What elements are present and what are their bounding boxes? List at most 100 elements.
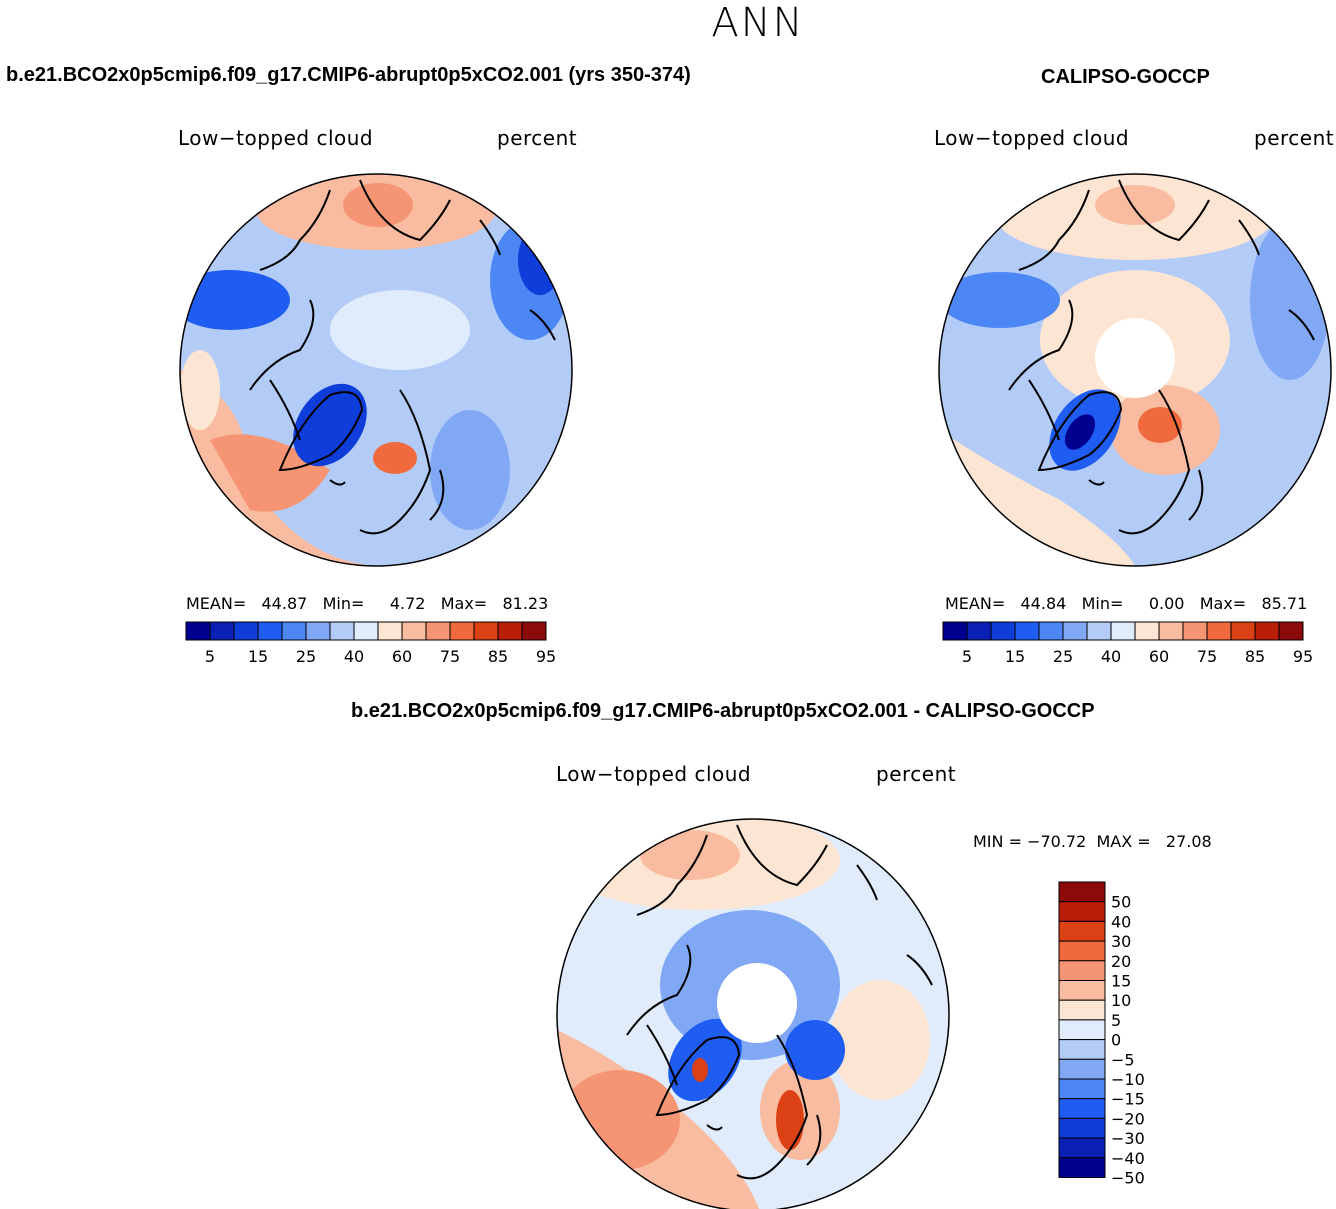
model-mean-value: 44.87 (261, 594, 308, 613)
diff-colorbar-tick: 30 (1111, 932, 1131, 951)
model-colorbar-tick: 60 (392, 647, 412, 666)
model-units-label: percent (497, 126, 578, 150)
obs-colorbar-box (1062, 621, 1088, 641)
model-colorbar-box (329, 621, 355, 641)
obs-colorbar-box (1182, 621, 1208, 641)
obs-colorbar-tick: 75 (1197, 647, 1217, 666)
obs-colorbar-box (1014, 621, 1040, 641)
obs-colorbar-box (1134, 621, 1160, 641)
model-colorbar-box (209, 621, 235, 641)
obs-colorbar-box (990, 621, 1016, 641)
diff-colorbar-box (1058, 881, 1106, 903)
obs-max-label: Max= (1199, 594, 1247, 613)
diff-colorbar-tick: −5 (1111, 1050, 1135, 1069)
obs-mean-label: MEAN= (945, 594, 1006, 613)
obs-colorbar-box (1086, 621, 1112, 641)
model-colorbar-tick: 15 (248, 647, 268, 666)
obs-max-value: 85.71 (1261, 594, 1308, 613)
obs-units-label: percent (1254, 126, 1335, 150)
obs-colorbar-box (942, 621, 968, 641)
model-colorbar-box (449, 621, 475, 641)
diff-colorbar-box (1058, 980, 1106, 1001)
obs-colorbar-tick: 5 (962, 647, 972, 666)
diff-colorbar-tick: −40 (1111, 1149, 1145, 1168)
model-colorbar-tick: 75 (440, 647, 460, 666)
obs-colorbar-tick: 95 (1293, 647, 1313, 666)
diff-polar-map (557, 819, 949, 1209)
diff-colorbar-box (1058, 1019, 1106, 1041)
obs-panel-title: CALIPSO-GOCCP (1041, 66, 1210, 88)
model-colorbar-box (497, 621, 523, 641)
obs-polar-map (939, 174, 1331, 566)
diff-colorbar-tick: −50 (1111, 1169, 1145, 1188)
model-colorbar-box (281, 621, 307, 641)
diff-units-label: percent (876, 762, 957, 786)
model-colorbar-box (425, 621, 451, 641)
model-colorbar-box (521, 621, 547, 641)
model-stats: MEAN= 44.87 Min= 4.72 Max= 81.23 (186, 594, 548, 613)
obs-colorbar-tick: 15 (1005, 647, 1025, 666)
model-colorbar-tick: 25 (296, 647, 316, 666)
diff-colorbar-box (1058, 1078, 1106, 1100)
diff-colorbar-tick: −20 (1111, 1109, 1145, 1128)
model-colorbar-box (305, 621, 331, 641)
obs-colorbar-tick: 25 (1053, 647, 1073, 666)
model-min-value: 4.72 (389, 594, 426, 613)
model-colorbar-tick: 5 (205, 647, 215, 666)
obs-colorbar-box (1110, 621, 1136, 641)
diff-panel-title: b.e21.BCO2x0p5cmip6.f09_g17.CMIP6-abrupt… (351, 700, 1095, 722)
model-colorbar-box (185, 621, 211, 641)
diff-colorbar-box (1058, 1137, 1106, 1159)
model-colorbar-tick: 85 (488, 647, 508, 666)
obs-coastlines (1008, 179, 1315, 535)
diff-colorbar-box (1058, 1117, 1106, 1139)
obs-colorbar-tick: 40 (1101, 647, 1121, 666)
diff-colorbar-tick: 10 (1111, 991, 1131, 1010)
diff-colorbar-box (1058, 920, 1106, 942)
model-colorbar-box (473, 621, 499, 641)
season-title: ANN (711, 0, 805, 46)
diff-colorbar-tick: 40 (1111, 912, 1131, 931)
model-mean-label: MEAN= (186, 594, 247, 613)
obs-variable-label: Low−topped cloud (934, 126, 1130, 150)
colorbars: 5 15 25 40 60 75 85 95 5 15 25 40 60 75 85 955040302015… (185, 621, 1313, 1188)
obs-map-border (938, 173, 1332, 567)
obs-min-value: 0.00 (1148, 594, 1185, 613)
diff-colorbar-box (1058, 940, 1106, 962)
obs-colorbar-tick: 60 (1149, 647, 1169, 666)
diff-colorbar-tick: 15 (1111, 972, 1131, 991)
diff-colorbar-box (1058, 901, 1106, 922)
obs-min-label: Min= (1081, 594, 1124, 613)
obs-stats: MEAN= 44.84 Min= 0.00 Max= 85.71 (945, 594, 1307, 613)
model-max-value: 81.23 (502, 594, 549, 613)
obs-colorbar-box (966, 621, 992, 641)
obs-colorbar-box (1230, 621, 1256, 641)
obs-colorbar-box (1278, 621, 1304, 641)
model-colorbar-box (401, 621, 427, 641)
model-colorbar-tick: 40 (344, 647, 364, 666)
model-max-label: Max= (440, 594, 488, 613)
model-panel-title: b.e21.BCO2x0p5cmip6.f09_g17.CMIP6-abrupt… (6, 64, 691, 86)
obs-colorbar-box (1038, 621, 1064, 641)
diff-colorbar-box (1058, 1157, 1106, 1179)
model-colorbar-tick: 95 (536, 647, 556, 666)
diff-map-border (556, 818, 950, 1209)
obs-colorbar-tick: 85 (1245, 647, 1265, 666)
diff-colorbar-tick: −15 (1111, 1090, 1145, 1109)
obs-colorbar-box (1254, 621, 1280, 641)
diff-colorbar-box (1058, 1098, 1106, 1119)
model-colorbar-box (377, 621, 403, 641)
obs-mean-value: 44.84 (1020, 594, 1067, 613)
diff-colorbar-box (1058, 999, 1106, 1021)
diff-colorbar-tick: 20 (1111, 952, 1131, 971)
diff-colorbar-tick: 0 (1111, 1031, 1121, 1050)
diff-colorbar-box (1058, 1039, 1106, 1060)
obs-colorbar-box (1206, 621, 1232, 641)
model-coastlines (249, 179, 556, 535)
obs-colorbar-box (1158, 621, 1184, 641)
diff-colorbar-box (1058, 1058, 1106, 1080)
model-variable-label: Low−topped cloud (178, 126, 374, 150)
model-min-label: Min= (322, 594, 365, 613)
model-colorbar-box (257, 621, 283, 641)
